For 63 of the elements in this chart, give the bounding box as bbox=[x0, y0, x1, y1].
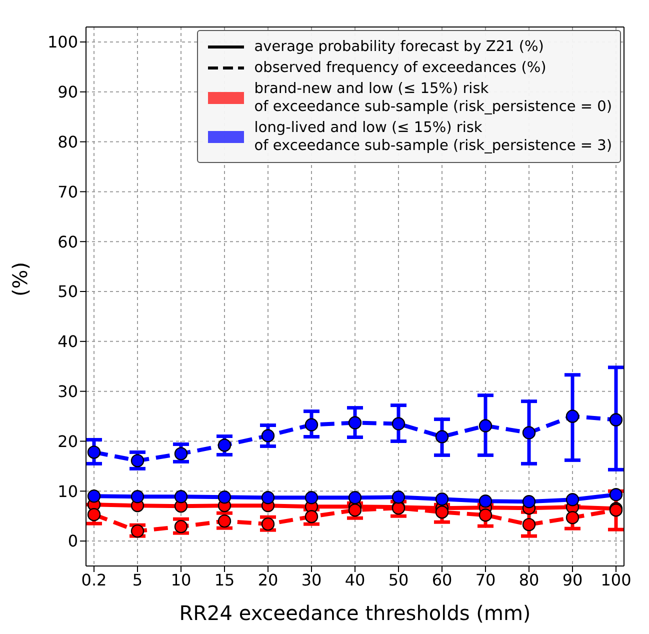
y-tick-label: 90 bbox=[58, 82, 78, 102]
point bbox=[87, 446, 101, 459]
point bbox=[392, 490, 406, 504]
point bbox=[87, 490, 101, 503]
point bbox=[392, 417, 406, 430]
x-tick-label: 100 bbox=[600, 570, 632, 590]
y-tick-label: 40 bbox=[58, 332, 78, 352]
point bbox=[174, 490, 188, 504]
y-tick-label: 0 bbox=[68, 532, 78, 551]
y-tick-label: 30 bbox=[58, 382, 78, 402]
point bbox=[348, 491, 362, 504]
point bbox=[348, 416, 362, 430]
x-axis-title: RR24 exceedance thresholds (mm) bbox=[179, 601, 531, 625]
point bbox=[130, 454, 144, 468]
x-tick-label: 15 bbox=[214, 570, 235, 590]
point bbox=[522, 426, 536, 440]
x-tick-label: 60 bbox=[432, 570, 452, 590]
x-tick-label: 90 bbox=[562, 570, 583, 590]
x-tick-label: 40 bbox=[344, 570, 366, 590]
point bbox=[174, 447, 188, 460]
annotation: long-lived and low (≤ 15%) risk of exceedance sub-sample (risk_persistence = 3) bbox=[254, 119, 612, 155]
x-tick-label: 5 bbox=[132, 570, 143, 590]
point bbox=[609, 413, 623, 426]
x-tick-label: 70 bbox=[475, 570, 496, 590]
point bbox=[130, 490, 144, 504]
y-tick-label: 100 bbox=[47, 32, 78, 52]
point bbox=[87, 508, 101, 522]
x-tick-label: 30 bbox=[301, 570, 322, 590]
x-tick-label: 20 bbox=[258, 570, 278, 590]
y-tick-label: 80 bbox=[58, 132, 78, 152]
point bbox=[478, 508, 492, 522]
y-axis-title: (%) bbox=[8, 262, 32, 296]
point bbox=[435, 430, 449, 444]
point bbox=[435, 506, 449, 519]
point bbox=[609, 488, 623, 502]
y-tick-label: 60 bbox=[58, 232, 78, 252]
point bbox=[348, 504, 362, 517]
point bbox=[522, 518, 536, 532]
annotation: brand-new and low (≤ 15%) risk of exceedance sub-sample (risk_persistence = 0) bbox=[254, 80, 612, 116]
x-tick-label: 10 bbox=[170, 570, 192, 590]
x-tick-label: 50 bbox=[388, 570, 409, 590]
point bbox=[478, 419, 492, 432]
y-tick-label: 70 bbox=[58, 182, 78, 202]
y-tick-label: 20 bbox=[58, 432, 78, 451]
point bbox=[304, 418, 318, 432]
point bbox=[261, 491, 275, 504]
annotation: average probability forecast by Z21 (%) bbox=[254, 38, 544, 56]
y-tick-label: 50 bbox=[58, 282, 78, 302]
x-tick-label: 80 bbox=[518, 570, 540, 590]
x-tick-label: 0.2 bbox=[81, 570, 107, 590]
point bbox=[478, 494, 492, 508]
point bbox=[218, 514, 232, 528]
point bbox=[304, 491, 318, 504]
point bbox=[522, 495, 536, 508]
annotation: observed frequency of exceedances (%) bbox=[254, 59, 546, 77]
point bbox=[566, 410, 580, 423]
point bbox=[218, 438, 232, 452]
point bbox=[566, 510, 580, 524]
point bbox=[566, 493, 580, 506]
point bbox=[261, 429, 275, 442]
point bbox=[218, 490, 232, 504]
y-tick-label: 10 bbox=[58, 482, 78, 501]
point bbox=[435, 492, 449, 506]
